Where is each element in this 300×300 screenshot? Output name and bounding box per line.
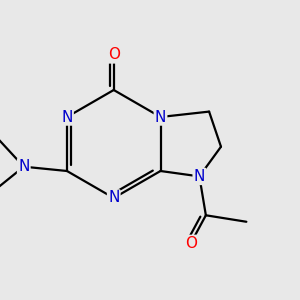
Text: N: N xyxy=(108,190,119,206)
Text: O: O xyxy=(108,47,120,62)
Text: N: N xyxy=(18,159,29,174)
Text: N: N xyxy=(155,110,166,124)
Text: O: O xyxy=(185,236,197,251)
Text: N: N xyxy=(61,110,73,124)
Text: N: N xyxy=(194,169,205,184)
